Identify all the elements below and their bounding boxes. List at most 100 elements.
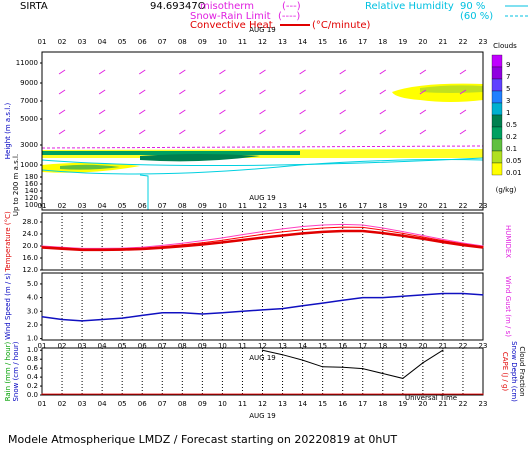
data-point — [301, 359, 304, 361]
data-point — [402, 235, 404, 237]
hour-label: 05 — [118, 342, 127, 350]
y2-axis-label: HUMIDEX — [504, 225, 512, 258]
hour-label: 21 — [438, 202, 447, 210]
y-tick-label: 1000 — [20, 161, 38, 169]
y-tick-label: 140 — [25, 187, 38, 195]
wind-arrow — [339, 89, 346, 95]
wind-arrow — [179, 129, 186, 135]
humidity-contour — [41, 157, 484, 167]
series-line — [262, 349, 444, 379]
data-point — [61, 248, 63, 250]
data-point — [382, 227, 384, 229]
hour-label: 09 — [198, 342, 207, 350]
hour-label: 10 — [218, 202, 227, 210]
data-point — [201, 242, 203, 244]
data-point — [301, 225, 304, 228]
wind-arrow — [219, 69, 226, 75]
hour-label: 12 — [258, 202, 267, 210]
hour-label: 20 — [418, 202, 427, 210]
hour-label: 17 — [358, 400, 367, 408]
colorbar-swatch — [491, 66, 503, 80]
wind-arrow — [339, 129, 346, 135]
humidity-contour — [41, 159, 484, 175]
hour-label: 18 — [378, 202, 387, 210]
y-tick-label: 3000 — [20, 141, 38, 149]
hour-label: 18 — [378, 400, 387, 408]
y-tick-label: 5.0 — [27, 280, 38, 288]
data-point — [281, 307, 284, 310]
data-point — [322, 231, 324, 233]
wind-arrow — [138, 129, 146, 135]
hour-label: 19 — [398, 342, 407, 350]
data-point — [422, 362, 424, 364]
hour-label: 14 — [298, 342, 307, 350]
colorbar-swatch — [491, 78, 503, 92]
data-point — [422, 393, 424, 395]
hour-label: 06 — [138, 400, 147, 408]
data-point — [161, 247, 163, 249]
hour-label: 05 — [118, 38, 127, 46]
data-point — [121, 393, 123, 395]
data-point — [61, 318, 63, 321]
data-point — [201, 240, 203, 242]
data-point — [161, 393, 163, 395]
wind-arrow — [299, 109, 306, 115]
data-point — [462, 244, 464, 246]
hour-label: 17 — [358, 38, 367, 46]
y-tick-label: 7000 — [20, 97, 38, 105]
data-point — [322, 393, 324, 395]
y-tick-label: 0.8 — [27, 355, 38, 363]
hour-label: 23 — [479, 38, 488, 46]
data-point — [41, 246, 43, 249]
data-point — [402, 295, 404, 297]
hour-label: 20 — [418, 342, 427, 350]
hour-label: 18 — [378, 38, 387, 46]
colorbar-swatch — [491, 102, 503, 116]
date-label: AUG 19 — [249, 412, 275, 420]
data-point — [422, 238, 424, 240]
data-point — [41, 393, 43, 395]
y-axis-label: Rain (mm / hour) — [4, 341, 12, 401]
hour-label: 01 — [38, 38, 47, 46]
hour-label: 11 — [238, 202, 247, 210]
convective: Convective Heat. — [190, 20, 276, 31]
hour-label: 15 — [318, 400, 327, 408]
hour-label: 19 — [398, 400, 407, 408]
y-axis-label: Temperature (°C) — [4, 211, 12, 273]
hour-label: 07 — [158, 400, 167, 408]
wind-arrow — [58, 109, 66, 115]
data-point — [81, 249, 83, 251]
data-point — [201, 313, 203, 315]
date-label: AUG 19 — [249, 194, 275, 202]
hour-label: 05 — [118, 400, 127, 408]
data-point — [382, 393, 384, 395]
y2-axis-label: Cloud Fraction — [518, 346, 526, 396]
hour-label: 18 — [378, 342, 387, 350]
hour-label: 12 — [258, 38, 267, 46]
data-point — [201, 393, 203, 395]
hour-label: 09 — [198, 202, 207, 210]
hour-label: 03 — [78, 342, 87, 350]
y-tick-label: 20.0 — [22, 242, 38, 250]
wind-arrow — [219, 109, 226, 115]
hour-label: 06 — [138, 38, 147, 46]
data-point — [241, 310, 244, 312]
wind-arrow — [459, 89, 467, 95]
y-tick-label: 0.2 — [27, 382, 38, 390]
cloud-area — [42, 151, 300, 155]
hour-label: 14 — [298, 400, 307, 408]
data-point — [442, 292, 444, 295]
hour-label: 09 — [198, 400, 207, 408]
y-tick-label: 3.0 — [27, 307, 38, 315]
wind-arrow — [259, 69, 266, 75]
cloud-area — [140, 154, 260, 162]
wind-arrow — [459, 69, 467, 75]
data-point — [301, 229, 304, 231]
data-point — [422, 294, 424, 296]
hour-label: 07 — [158, 342, 167, 350]
data-point — [382, 297, 384, 299]
colorbar-label: 0.2 — [506, 133, 517, 141]
data-point — [342, 226, 344, 228]
y-tick-label: 5000 — [20, 115, 38, 123]
snow-rain-key: (----) — [278, 11, 300, 22]
